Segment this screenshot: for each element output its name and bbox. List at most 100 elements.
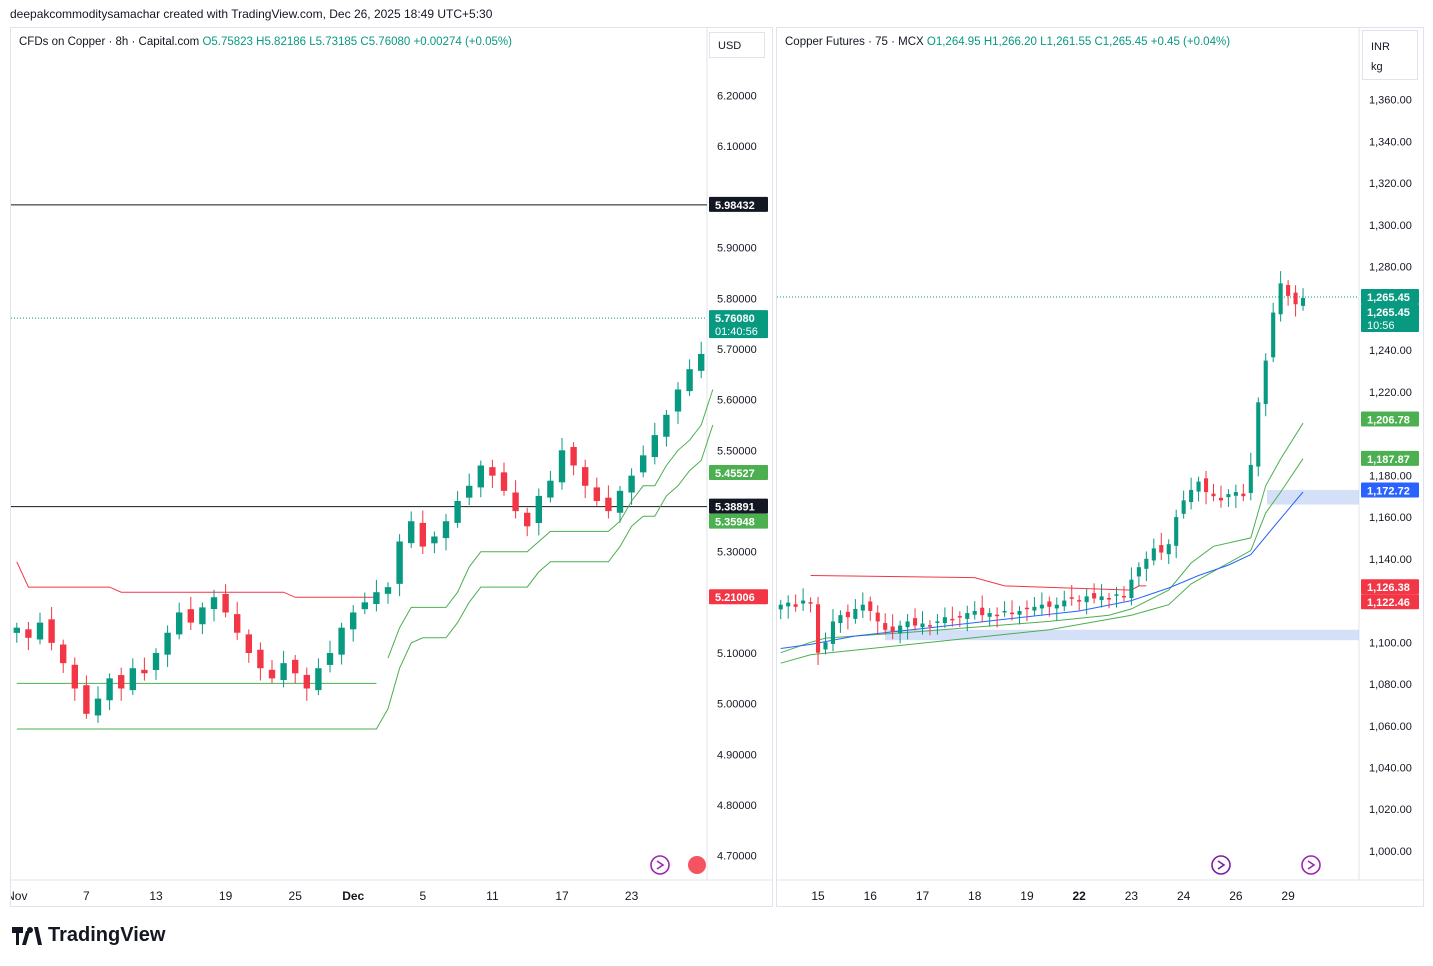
left-candle-body	[303, 674, 310, 689]
left-symbol-title: CFDs on Copper · 8h · Capital.com	[19, 36, 200, 48]
right-y-tick: 1,060.00	[1369, 721, 1412, 733]
right-candle-body	[1069, 597, 1074, 599]
left-candle-body	[419, 522, 426, 547]
left-candle-body	[48, 619, 55, 643]
right-high: H1,266.20	[983, 36, 1037, 48]
right-candle-body	[1084, 596, 1089, 603]
right-y-tick: 1,360.00	[1369, 95, 1412, 107]
right-candle-body	[972, 610, 977, 615]
left-candle-body	[396, 541, 403, 584]
right-y-tick: 1,220.00	[1369, 387, 1412, 399]
right-candle-body	[868, 601, 873, 611]
right-x-tick: 23	[1125, 889, 1139, 903]
right-candle-body	[1114, 594, 1119, 596]
right-candle-body	[1099, 596, 1104, 601]
left-price-label: 5.45527	[715, 468, 755, 480]
right-candle-body	[1181, 500, 1186, 514]
right-candle-body	[1300, 297, 1306, 306]
right-x-tick: 17	[916, 889, 930, 903]
left-candle-body	[71, 664, 78, 689]
right-chart-canvas[interactable]: 1,360.00 1,340.00 1,320.00 1,300.00 1,280.00…	[777, 28, 1423, 906]
right-candle-body	[815, 604, 821, 653]
left-y-tick: 5.30000	[717, 547, 757, 559]
right-chart-legend: Copper Futures · 75 · MCX O1,264.95 H1,2…	[785, 36, 1230, 48]
left-event-icon	[650, 855, 670, 875]
left-y-tick: 5.00000	[717, 699, 757, 711]
left-price-label-bg	[709, 589, 768, 605]
left-currency-button[interactable]: USD	[709, 32, 765, 58]
left-chart-panel[interactable]: 6.20000 6.10000 5.90000 5.80000 5.70000 5.600…	[6, 27, 773, 907]
right-candle-body	[1211, 493, 1216, 497]
right-candle-body	[1248, 464, 1253, 493]
left-candle-body	[141, 669, 148, 674]
left-close: C5.76080	[360, 36, 411, 48]
left-low: L5.73185	[309, 36, 358, 48]
left-candle-body	[408, 521, 415, 544]
right-candle-body	[1293, 292, 1298, 305]
left-chart-canvas[interactable]: 6.20000 6.10000 5.90000 5.80000 5.70000 5.600…	[6, 28, 772, 906]
right-candle-body	[1203, 478, 1209, 493]
right-candle-body	[1047, 601, 1052, 607]
left-y-tick: 4.90000	[717, 749, 757, 761]
left-price-label-bg	[709, 498, 768, 514]
left-candle-body	[616, 490, 624, 513]
left-candle-body	[500, 472, 508, 491]
left-high: H5.82186	[256, 36, 307, 48]
left-candle-body	[210, 597, 218, 610]
right-y-tick: 1,320.00	[1369, 178, 1412, 190]
left-candle-body	[640, 455, 647, 473]
left-y-tick: 6.20000	[717, 91, 757, 103]
left-event-icon-glyph	[656, 860, 665, 870]
left-candle-body	[152, 653, 160, 670]
right-candle-body	[942, 617, 947, 624]
tradingview-logo[interactable]: TradingView	[12, 924, 165, 947]
right-chart-panel[interactable]: 1,360.00 1,340.00 1,320.00 1,300.00 1,280.00…	[776, 27, 1424, 907]
left-x-tick: Dec	[342, 889, 364, 903]
left-candle-body	[199, 607, 206, 625]
right-x-tick: 18	[968, 889, 982, 903]
right-y-tick: 1,000.00	[1369, 846, 1412, 858]
left-lower-band-3	[387, 389, 714, 659]
right-candle-body	[1062, 600, 1067, 607]
right-price-label: 1,187.87	[1367, 454, 1410, 466]
right-candle-body	[1024, 607, 1030, 610]
left-upper-band	[16, 561, 377, 598]
right-y-tick: 1,160.00	[1369, 512, 1412, 524]
right-x-tick: 16	[864, 889, 878, 903]
right-candle-body	[1151, 548, 1156, 561]
tradingview-logo-icon	[12, 926, 42, 945]
left-x-tick: 7	[83, 889, 90, 903]
left-price-label: 5.98432	[715, 200, 755, 212]
left-y-tick: 5.60000	[717, 395, 757, 407]
right-unit-button[interactable]: INR kg	[1362, 30, 1418, 80]
right-zone-0	[885, 629, 1359, 641]
right-y-tick: 1,040.00	[1369, 762, 1412, 774]
right-price-label: 1,265.45	[1367, 307, 1410, 319]
right-x-tick: 26	[1229, 889, 1243, 903]
right-candle-body	[965, 613, 970, 619]
left-countdown-label: 01:40:56	[715, 326, 758, 338]
right-event-icon	[1301, 855, 1321, 875]
right-candle-body	[778, 604, 783, 610]
left-candle-body	[338, 627, 345, 655]
left-candle-body	[83, 685, 90, 714]
right-price-label: 1,265.45	[1367, 292, 1410, 304]
right-price-label: 1,206.78	[1367, 414, 1410, 426]
right-candle-body	[1144, 558, 1149, 569]
right-upper-band	[810, 575, 1147, 591]
left-candle-body	[292, 659, 299, 674]
right-candle-body	[950, 618, 955, 621]
right-low: L1,261.55	[1040, 36, 1092, 48]
right-candle-body	[920, 623, 925, 628]
left-price-label-bg	[709, 310, 768, 339]
right-price-label: 1,126.38	[1367, 582, 1410, 594]
left-candle-body	[674, 389, 682, 412]
right-candle-body	[786, 602, 791, 607]
left-candle-body	[547, 480, 554, 498]
right-candle-body	[1256, 402, 1261, 467]
right-candle-body	[1092, 593, 1097, 599]
right-candle-body	[1009, 612, 1015, 615]
left-y-tick: 5.80000	[717, 293, 757, 305]
right-candle-body	[1002, 610, 1007, 613]
right-candle-body	[1278, 283, 1283, 315]
